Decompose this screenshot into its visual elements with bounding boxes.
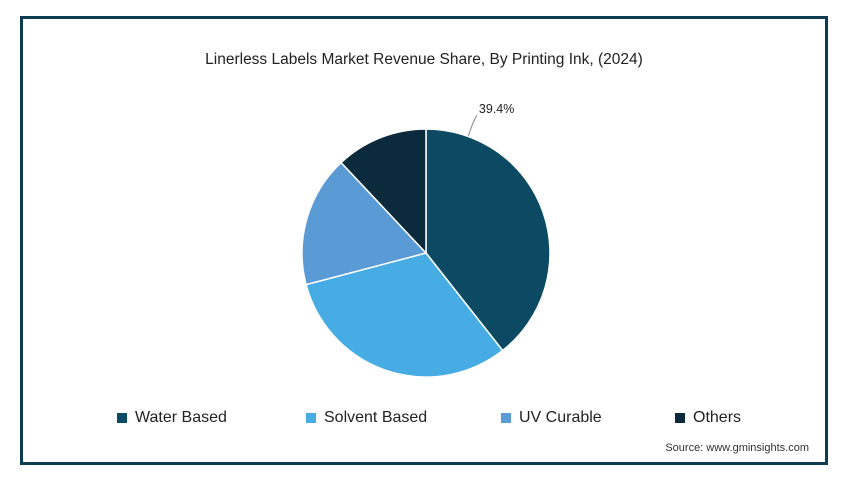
chart-frame: Linerless Labels Market Revenue Share, B… [20, 16, 828, 465]
legend-item-uv-curable: UV Curable [501, 409, 602, 427]
legend-item-solvent-based: Solvent Based [306, 409, 427, 427]
legend-label: Others [693, 409, 742, 426]
pie-slice-water-based [425, 128, 551, 352]
pie-slice-uv-curable [301, 161, 428, 286]
legend-label: UV Curable [519, 409, 602, 426]
legend-item-water-based: Water Based [117, 409, 227, 427]
chart-title: Linerless Labels Market Revenue Share, B… [205, 51, 643, 68]
legend-label: Solvent Based [324, 409, 428, 426]
legend-swatch [306, 413, 316, 423]
pie-chart: 39.4% [301, 102, 551, 378]
pie-slice-others [340, 128, 427, 255]
legend-swatch [675, 413, 685, 423]
source-note: Source: www.gminsights.com [665, 442, 809, 454]
legend-swatch [501, 413, 511, 423]
legend-item-others: Others [675, 409, 741, 427]
pie-slice-solvent-based [305, 252, 504, 378]
legend: Water Based Solvent Based UV Curable Oth… [23, 409, 825, 433]
legend-label: Water Based [135, 409, 227, 426]
data-label: 39.4% [479, 102, 514, 116]
legend-swatch [117, 413, 127, 423]
data-label-leader [467, 114, 478, 137]
